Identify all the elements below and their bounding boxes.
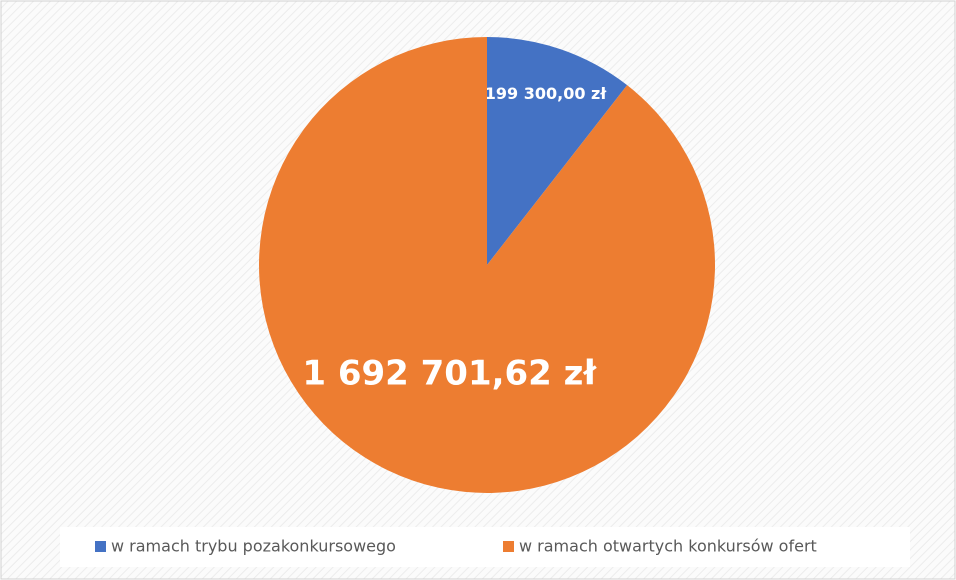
data-label: 199 300,00 zł: [485, 84, 608, 103]
legend-label: w ramach trybu pozakonkursowego: [111, 537, 396, 556]
pie-slice: [259, 37, 715, 493]
data-label: 1 692 701,62 zł: [302, 353, 597, 393]
legend-swatch: [95, 541, 106, 552]
pie-slice: [487, 37, 628, 265]
legend-box: [60, 527, 910, 567]
legend-swatch: [503, 541, 514, 552]
legend-label: w ramach otwartych konkursów ofert: [519, 537, 817, 556]
